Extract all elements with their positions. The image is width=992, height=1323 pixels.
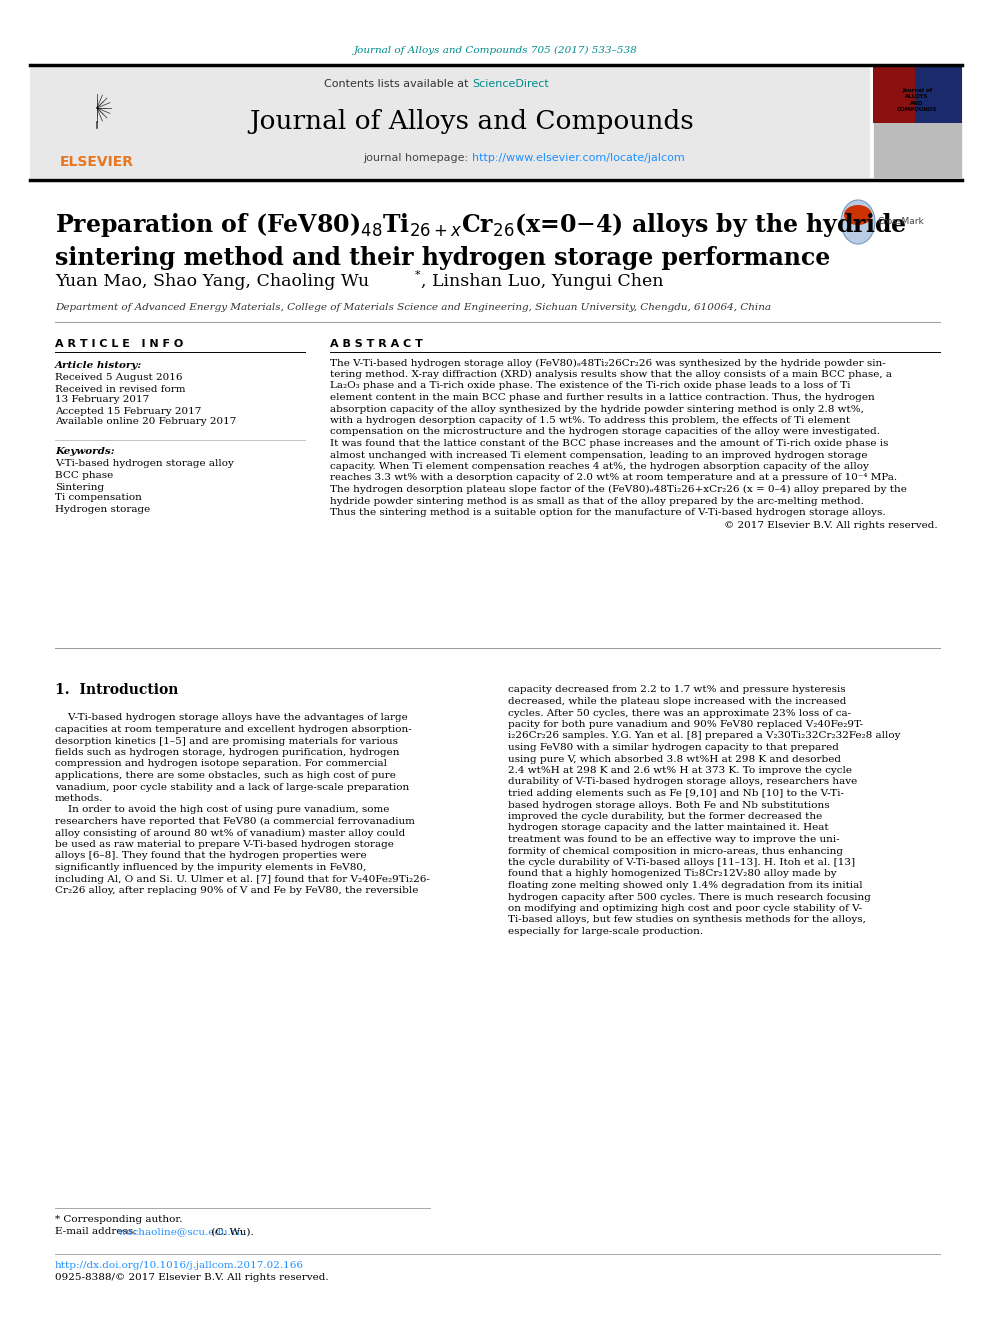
Text: with a hydrogen desorption capacity of 1.5 wt%. To address this problem, the eff: with a hydrogen desorption capacity of 1…: [330, 415, 850, 425]
Text: treatment was found to be an effective way to improve the uni-: treatment was found to be an effective w…: [508, 835, 839, 844]
Text: hydride powder sintering method is as small as that of the alloy prepared by the: hydride powder sintering method is as sm…: [330, 496, 864, 505]
Text: Cr₂26 alloy, after replacing 90% of V and Fe by FeV80, the reversible: Cr₂26 alloy, after replacing 90% of V an…: [55, 886, 419, 894]
Text: the cycle durability of V-Ti-based alloys [11–13]. H. Itoh et al. [13]: the cycle durability of V-Ti-based alloy…: [508, 859, 855, 867]
Text: Accepted 15 February 2017: Accepted 15 February 2017: [55, 406, 201, 415]
FancyBboxPatch shape: [915, 65, 962, 123]
Text: using FeV80 with a similar hydrogen capacity to that prepared: using FeV80 with a similar hydrogen capa…: [508, 744, 839, 751]
Text: ScienceDirect: ScienceDirect: [472, 79, 549, 89]
Text: absorption capacity of the alloy synthesized by the hydride powder sintering met: absorption capacity of the alloy synthes…: [330, 405, 864, 414]
Text: Yuan Mao, Shao Yang, Chaoling Wu: Yuan Mao, Shao Yang, Chaoling Wu: [55, 274, 369, 291]
Text: methods.: methods.: [55, 794, 103, 803]
Text: http://www.elsevier.com/locate/jalcom: http://www.elsevier.com/locate/jalcom: [472, 153, 684, 163]
Text: 1.  Introduction: 1. Introduction: [55, 683, 179, 697]
Text: alloy consisting of around 80 wt% of vanadium) master alloy could: alloy consisting of around 80 wt% of van…: [55, 828, 406, 837]
Text: Received 5 August 2016: Received 5 August 2016: [55, 373, 183, 382]
Text: Journal of Alloys and Compounds 705 (2017) 533–538: Journal of Alloys and Compounds 705 (201…: [354, 45, 638, 54]
Text: journal homepage:: journal homepage:: [363, 153, 472, 163]
Text: tried adding elements such as Fe [9,10] and Nb [10] to the V-Ti-: tried adding elements such as Fe [9,10] …: [508, 789, 844, 798]
Text: BCC phase: BCC phase: [55, 471, 113, 479]
Text: V-Ti-based hydrogen storage alloy: V-Ti-based hydrogen storage alloy: [55, 459, 234, 468]
Text: The V-Ti-based hydrogen storage alloy (FeV80)ₔ48Ti₂26Cr₂26 was synthesized by th: The V-Ti-based hydrogen storage alloy (F…: [330, 359, 886, 368]
Text: Department of Advanced Energy Materials, College of Materials Science and Engine: Department of Advanced Energy Materials,…: [55, 303, 771, 312]
Text: Journal of
ALLOYS
AND
COMPOUNDS: Journal of ALLOYS AND COMPOUNDS: [897, 87, 937, 112]
Ellipse shape: [841, 200, 875, 243]
Text: E-mail address:: E-mail address:: [55, 1228, 140, 1237]
Text: wuchaoline@scu.edu.cn: wuchaoline@scu.edu.cn: [118, 1228, 244, 1237]
Text: V-Ti-based hydrogen storage alloys have the advantages of large: V-Ti-based hydrogen storage alloys have …: [55, 713, 408, 722]
Text: *: *: [415, 270, 421, 280]
Text: © 2017 Elsevier B.V. All rights reserved.: © 2017 Elsevier B.V. All rights reserved…: [724, 521, 938, 531]
Text: 2.4 wt%H at 298 K and 2.6 wt% H at 373 K. To improve the cycle: 2.4 wt%H at 298 K and 2.6 wt% H at 373 K…: [508, 766, 852, 775]
Text: formity of chemical composition in micro-areas, thus enhancing: formity of chemical composition in micro…: [508, 847, 843, 856]
Text: sintering method and their hydrogen storage performance: sintering method and their hydrogen stor…: [55, 246, 830, 270]
Text: vanadium, poor cycle stability and a lack of large-scale preparation: vanadium, poor cycle stability and a lac…: [55, 782, 410, 791]
Text: Hydrogen storage: Hydrogen storage: [55, 505, 150, 515]
Text: Ti compensation: Ti compensation: [55, 493, 142, 503]
Text: pacity for both pure vanadium and 90% FeV80 replaced V₂40Fe₂9T-: pacity for both pure vanadium and 90% Fe…: [508, 720, 863, 729]
Text: researchers have reported that FeV80 (a commercial ferrovanadium: researchers have reported that FeV80 (a …: [55, 816, 415, 826]
Text: based hydrogen storage alloys. Both Fe and Nb substitutions: based hydrogen storage alloys. Both Fe a…: [508, 800, 829, 810]
Text: Preparation of (FeV80)$_{48}$Ti$_{26+x}$Cr$_{26}$(x=0$-$4) alloys by the hydride: Preparation of (FeV80)$_{48}$Ti$_{26+x}$…: [55, 210, 907, 239]
Text: , Linshan Luo, Yungui Chen: , Linshan Luo, Yungui Chen: [421, 274, 664, 291]
Ellipse shape: [844, 205, 872, 225]
Text: including Al, O and Si. U. Ulmer et al. [7] found that for V₂40Fe₂9Ti₂26-: including Al, O and Si. U. Ulmer et al. …: [55, 875, 430, 884]
Text: * Corresponding author.: * Corresponding author.: [55, 1216, 183, 1225]
Text: capacities at room temperature and excellent hydrogen absorption-: capacities at room temperature and excel…: [55, 725, 412, 734]
Text: desorption kinetics [1–5] and are promising materials for various: desorption kinetics [1–5] and are promis…: [55, 737, 398, 745]
Text: CrossMark: CrossMark: [878, 217, 925, 226]
Text: durability of V-Ti-based hydrogen storage alloys, researchers have: durability of V-Ti-based hydrogen storag…: [508, 778, 857, 786]
Text: floating zone melting showed only 1.4% degradation from its initial: floating zone melting showed only 1.4% d…: [508, 881, 863, 890]
Text: be used as raw material to prepare V-Ti-based hydrogen storage: be used as raw material to prepare V-Ti-…: [55, 840, 394, 849]
Text: element content in the main BCC phase and further results in a lattice contracti: element content in the main BCC phase an…: [330, 393, 875, 402]
Text: significantly influenced by the impurity elements in FeV80,: significantly influenced by the impurity…: [55, 863, 366, 872]
Text: tering method. X-ray diffraction (XRD) analysis results show that the alloy cons: tering method. X-ray diffraction (XRD) a…: [330, 370, 892, 380]
Text: on modifying and optimizing high cost and poor cycle stability of V-: on modifying and optimizing high cost an…: [508, 904, 862, 913]
FancyBboxPatch shape: [873, 65, 962, 179]
Text: hydrogen storage capacity and the latter maintained it. Heat: hydrogen storage capacity and the latter…: [508, 823, 828, 832]
Text: The hydrogen desorption plateau slope factor of the (FeV80)ₔ48Ti₂26+xCr₂26 (x = : The hydrogen desorption plateau slope fa…: [330, 486, 907, 493]
FancyBboxPatch shape: [873, 65, 962, 123]
Text: compensation on the microstructure and the hydrogen storage capacities of the al: compensation on the microstructure and t…: [330, 427, 880, 437]
Text: using pure V, which absorbed 3.8 wt%H at 298 K and desorbed: using pure V, which absorbed 3.8 wt%H at…: [508, 754, 841, 763]
Text: Contents lists available at: Contents lists available at: [324, 79, 472, 89]
Text: capacity decreased from 2.2 to 1.7 wt% and pressure hysteresis: capacity decreased from 2.2 to 1.7 wt% a…: [508, 685, 845, 695]
Text: Journal of Alloys and Compounds: Journal of Alloys and Compounds: [250, 110, 694, 135]
Text: fields such as hydrogen storage, hydrogen purification, hydrogen: fields such as hydrogen storage, hydroge…: [55, 747, 400, 757]
Text: especially for large-scale production.: especially for large-scale production.: [508, 927, 703, 935]
Text: Received in revised form: Received in revised form: [55, 385, 186, 394]
FancyBboxPatch shape: [873, 65, 915, 123]
Text: Available online 20 February 2017: Available online 20 February 2017: [55, 418, 236, 426]
Text: hydrogen capacity after 500 cycles. There is much research focusing: hydrogen capacity after 500 cycles. Ther…: [508, 893, 871, 901]
Text: In order to avoid the high cost of using pure vanadium, some: In order to avoid the high cost of using…: [55, 806, 390, 815]
Text: i₂26Cr₂26 samples. Y.G. Yan et al. [8] prepared a V₂30Ti₂32Cr₂32Fe₂8 alloy: i₂26Cr₂26 samples. Y.G. Yan et al. [8] p…: [508, 732, 901, 741]
Text: Thus the sintering method is a suitable option for the manufacture of V-Ti-based: Thus the sintering method is a suitable …: [330, 508, 886, 517]
Text: La₂O₃ phase and a Ti-rich oxide phase. The existence of the Ti-rich oxide phase : La₂O₃ phase and a Ti-rich oxide phase. T…: [330, 381, 850, 390]
Text: It was found that the lattice constant of the BCC phase increases and the amount: It was found that the lattice constant o…: [330, 439, 889, 448]
Text: found that a highly homogenized Ti₂8Cr₂12V₂80 alloy made by: found that a highly homogenized Ti₂8Cr₂1…: [508, 869, 836, 878]
FancyBboxPatch shape: [30, 65, 870, 179]
Text: reaches 3.3 wt% with a desorption capacity of 2.0 wt% at room temperature and at: reaches 3.3 wt% with a desorption capaci…: [330, 474, 897, 483]
Text: (C. Wu).: (C. Wu).: [208, 1228, 254, 1237]
Text: compression and hydrogen isotope separation. For commercial: compression and hydrogen isotope separat…: [55, 759, 387, 769]
Text: A R T I C L E   I N F O: A R T I C L E I N F O: [55, 339, 184, 349]
Text: Keywords:: Keywords:: [55, 447, 115, 456]
Text: ELSEVIER: ELSEVIER: [60, 155, 134, 169]
Text: 0925-8388/© 2017 Elsevier B.V. All rights reserved.: 0925-8388/© 2017 Elsevier B.V. All right…: [55, 1274, 328, 1282]
Text: applications, there are some obstacles, such as high cost of pure: applications, there are some obstacles, …: [55, 771, 396, 781]
Text: improved the cycle durability, but the former decreased the: improved the cycle durability, but the f…: [508, 812, 822, 822]
Text: Ti-based alloys, but few studies on synthesis methods for the alloys,: Ti-based alloys, but few studies on synt…: [508, 916, 866, 925]
Text: 13 February 2017: 13 February 2017: [55, 396, 149, 405]
Text: cycles. After 50 cycles, there was an approximate 23% loss of ca-: cycles. After 50 cycles, there was an ap…: [508, 709, 851, 717]
Text: Sintering: Sintering: [55, 483, 104, 492]
Text: A B S T R A C T: A B S T R A C T: [330, 339, 423, 349]
Text: Article history:: Article history:: [55, 361, 142, 370]
Text: http://dx.doi.org/10.1016/j.jallcom.2017.02.166: http://dx.doi.org/10.1016/j.jallcom.2017…: [55, 1262, 304, 1270]
Text: almost unchanged with increased Ti element compensation, leading to an improved : almost unchanged with increased Ti eleme…: [330, 451, 867, 459]
Text: decreased, while the plateau slope increased with the increased: decreased, while the plateau slope incre…: [508, 697, 846, 706]
Text: alloys [6–8]. They found that the hydrogen properties were: alloys [6–8]. They found that the hydrog…: [55, 852, 367, 860]
Text: capacity. When Ti element compensation reaches 4 at%, the hydrogen absorption ca: capacity. When Ti element compensation r…: [330, 462, 869, 471]
